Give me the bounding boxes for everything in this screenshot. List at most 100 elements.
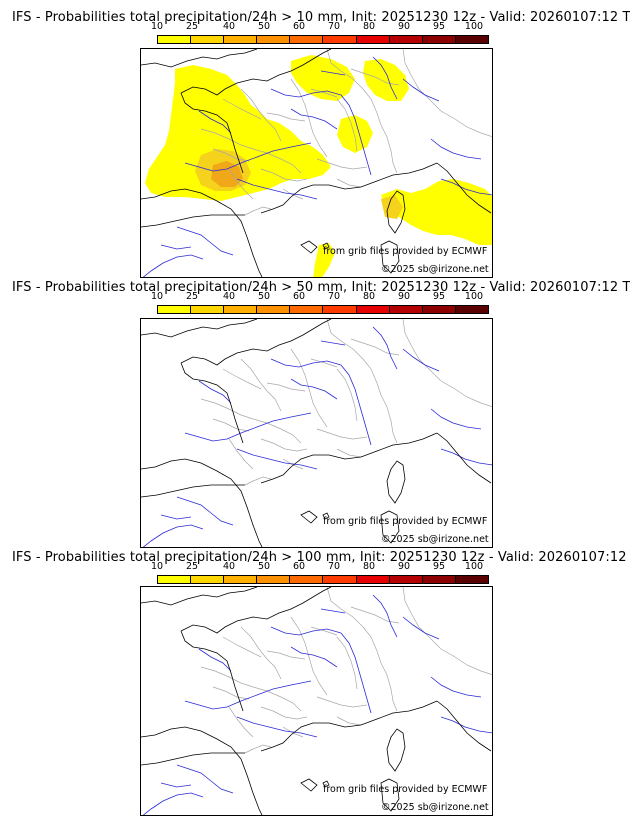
legend-swatch	[290, 576, 324, 583]
river	[142, 792, 204, 815]
region-border	[290, 616, 328, 696]
region-border	[212, 418, 250, 432]
region-border	[336, 368, 358, 422]
river	[290, 646, 338, 668]
river	[340, 364, 372, 446]
coastline	[180, 92, 244, 174]
legend-label: 70	[327, 561, 341, 572]
region-border	[266, 382, 306, 392]
copyright-credit: ©2025 sb@irizone.net	[381, 802, 489, 813]
river	[430, 676, 482, 698]
legend-label: 10	[150, 21, 164, 32]
river	[270, 88, 342, 98]
region-border	[402, 49, 442, 112]
river	[430, 138, 482, 160]
region-border	[380, 394, 398, 444]
legend-swatch	[323, 576, 357, 583]
legend-swatch	[257, 306, 291, 313]
region-border	[310, 88, 338, 98]
river	[340, 94, 372, 176]
legend-label: 95	[432, 21, 446, 32]
legend-swatch	[191, 576, 225, 583]
coastline	[141, 458, 263, 547]
region-border	[200, 666, 302, 712]
legend-label: 50	[257, 561, 271, 572]
river	[290, 378, 338, 400]
region-border	[440, 380, 492, 408]
legend-swatch	[356, 306, 390, 313]
river	[236, 716, 318, 738]
legend-label: 25	[185, 291, 199, 302]
river	[160, 782, 192, 788]
river	[236, 448, 318, 470]
legend-swatch	[191, 306, 225, 313]
region-border	[350, 606, 400, 624]
region-border	[316, 158, 368, 170]
legend-swatch	[323, 306, 357, 313]
river	[198, 380, 232, 404]
region-border	[212, 686, 250, 700]
river	[142, 524, 204, 547]
legend-label: 40	[222, 561, 236, 572]
legend-swatch	[158, 306, 192, 313]
region-border	[266, 112, 306, 122]
region-border	[336, 716, 362, 726]
legend-label: 95	[432, 561, 446, 572]
coastline	[180, 49, 332, 96]
region-border	[212, 148, 250, 162]
legend-swatch	[356, 36, 390, 43]
river	[372, 326, 398, 370]
region-border	[222, 636, 262, 658]
legend-swatch	[389, 306, 423, 313]
europe-map	[141, 587, 492, 815]
map-panel-100mm: IFS - Probabilities total precipitation/…	[0, 536, 630, 816]
legend-label: 80	[362, 561, 376, 572]
map-frame: from grib files provided by ECMWF ©2025 s…	[140, 48, 493, 278]
river	[372, 594, 398, 638]
region-border	[350, 338, 400, 356]
coastline	[141, 726, 263, 815]
source-credit: from grib files provided by ECMWF	[323, 516, 488, 527]
legend-colorbar	[157, 575, 489, 584]
panel-title: IFS - Probabilities total precipitation/…	[12, 10, 630, 25]
legend-swatch	[290, 306, 324, 313]
map-panel-10mm: IFS - Probabilities total precipitation/…	[0, 0, 630, 278]
precip-area-high	[211, 161, 243, 187]
copyright-credit: ©2025 sb@irizone.net	[381, 264, 489, 275]
coastline	[141, 752, 245, 766]
legend-label: 60	[292, 561, 306, 572]
coastline	[380, 510, 400, 544]
precip-area-light	[381, 179, 492, 245]
region-border	[200, 128, 302, 174]
coastline	[260, 432, 438, 484]
legend-label: 70	[327, 291, 341, 302]
river	[176, 496, 234, 526]
legend-label: 95	[432, 291, 446, 302]
coastline	[322, 242, 330, 250]
region-border	[316, 428, 368, 440]
coastline	[141, 587, 258, 606]
legend-swatch	[455, 36, 488, 43]
legend-label: 100	[464, 291, 484, 302]
legend-swatch	[455, 576, 488, 583]
river	[198, 110, 232, 134]
legend-swatch	[257, 36, 291, 43]
legend-label: 90	[397, 291, 411, 302]
region-border	[240, 358, 282, 412]
precip-area-light	[313, 243, 335, 277]
legend-label: 80	[362, 21, 376, 32]
legend-label: 60	[292, 21, 306, 32]
river	[402, 348, 440, 372]
region-border	[244, 744, 272, 754]
legend-swatch	[389, 36, 423, 43]
legend-swatch	[323, 36, 357, 43]
region-border	[260, 168, 308, 182]
coastline	[322, 512, 330, 520]
river	[184, 412, 312, 442]
region-border	[290, 348, 328, 428]
river	[440, 448, 492, 466]
river	[320, 340, 346, 346]
region-border	[200, 398, 302, 444]
legend-labels: 10 25 40 50 60 70 80 90 95 100	[147, 291, 497, 303]
region-border	[290, 78, 328, 158]
